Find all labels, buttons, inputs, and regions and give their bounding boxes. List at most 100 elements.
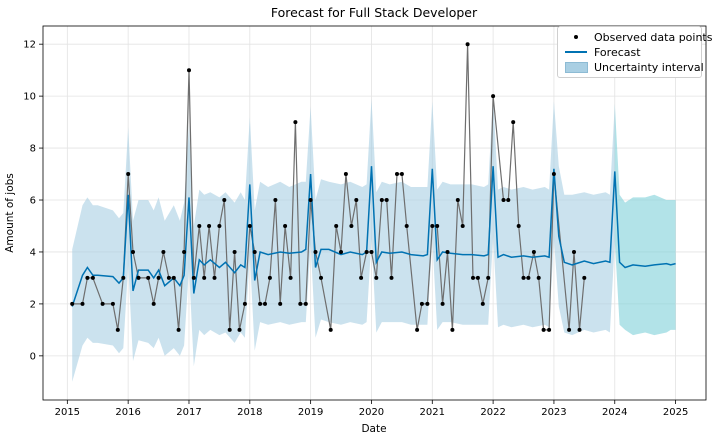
observed-point <box>516 224 521 228</box>
observed-point <box>85 275 90 280</box>
observed-point <box>313 250 318 254</box>
observed-point <box>521 275 526 280</box>
y-tick-label: 12 <box>23 40 36 51</box>
observed-point <box>491 94 496 99</box>
observed-point <box>202 275 207 280</box>
observed-point <box>252 250 257 254</box>
observed-point <box>232 250 237 254</box>
legend-item-forecast: Forecast <box>564 45 641 59</box>
observed-point <box>126 172 131 176</box>
observed-point <box>551 172 556 176</box>
observed-point <box>328 327 333 332</box>
observed-point <box>166 275 171 280</box>
observed-point <box>146 275 151 280</box>
observed-point <box>501 198 506 202</box>
observed-point <box>263 301 267 306</box>
observed-point <box>415 327 420 332</box>
observed-point <box>531 250 536 254</box>
observed-point <box>572 250 576 254</box>
x-tick-label: 2020 <box>359 407 384 418</box>
observed-point <box>267 275 272 280</box>
observed-point <box>374 275 379 280</box>
x-tick-label: 2021 <box>420 407 445 418</box>
x-tick-label: 2017 <box>176 407 201 418</box>
legend: Observed data points Forecast Uncertaint… <box>557 26 712 78</box>
observed-point <box>471 275 475 280</box>
observed-point <box>100 301 105 306</box>
observed-point <box>511 120 516 125</box>
y-tick-label: 0 <box>30 351 36 362</box>
x-tick-label: 2018 <box>237 407 262 418</box>
x-axis-ticks: 2015 2016 2017 2018 2019 2020 2021 2022 2023 2024… <box>55 400 688 418</box>
observed-point <box>334 224 339 228</box>
uncertainty-area-history <box>72 96 615 382</box>
observed-point <box>480 301 485 306</box>
legend-label-observed: Observed data points <box>594 30 712 44</box>
observed-point <box>182 250 187 254</box>
observed-point <box>354 198 359 202</box>
observed-point <box>258 301 263 306</box>
observed-point <box>121 275 126 280</box>
plot-frame <box>42 25 707 401</box>
observed-point <box>425 301 430 306</box>
observed-point <box>541 327 546 332</box>
uncertainty-swatch-icon <box>564 61 588 73</box>
observed-point <box>115 327 120 332</box>
forecast-line <box>71 166 676 307</box>
observed-point <box>156 275 161 280</box>
observed-point <box>217 224 222 228</box>
x-tick-label: 2016 <box>115 407 140 418</box>
observed-marker-icon <box>564 31 588 43</box>
observed-point <box>359 275 364 280</box>
y-tick-label: 6 <box>30 196 36 207</box>
observed-point <box>430 224 435 228</box>
observed-point <box>288 275 293 280</box>
observed-point <box>455 198 460 202</box>
uncertainty-area-future <box>614 103 676 336</box>
observed-point <box>207 224 212 228</box>
observed-point <box>343 172 348 176</box>
observed-point <box>227 327 232 332</box>
observed-point <box>577 327 582 332</box>
observed-point <box>379 198 384 202</box>
observed-point <box>273 198 278 202</box>
observed-point <box>70 301 75 306</box>
legend-label-uncertainty: Uncertainty interval <box>594 60 704 74</box>
observed-point <box>364 250 369 254</box>
x-tick-label: 2022 <box>480 407 505 418</box>
chart-title: Forecast for Full Stack Developer <box>271 5 478 20</box>
observed-point <box>389 275 394 280</box>
observed-point <box>191 275 196 280</box>
observed-point <box>506 198 511 202</box>
observed-point <box>308 198 313 202</box>
observed-point <box>242 301 247 306</box>
x-tick-label: 2023 <box>541 407 566 418</box>
observed-point <box>278 301 283 306</box>
y-tick-label: 4 <box>30 247 36 258</box>
observed-point <box>197 224 202 228</box>
y-tick-label: 2 <box>30 299 36 310</box>
observed-points <box>70 42 587 332</box>
uncertainty-band <box>72 96 676 382</box>
observed-point <box>419 301 424 306</box>
observed-point <box>460 224 465 228</box>
observed-point <box>283 224 288 228</box>
observed-point <box>465 42 470 47</box>
forecast-line-icon <box>564 46 588 58</box>
observed-point <box>298 301 303 306</box>
observed-point <box>161 250 166 254</box>
observed-point <box>435 224 440 228</box>
observed-point <box>212 275 217 280</box>
observed-point <box>319 275 323 280</box>
observed-point <box>404 224 409 228</box>
observed-point <box>176 327 181 332</box>
x-tick-label: 2019 <box>298 407 323 418</box>
y-axis-label: Amount of jobs <box>4 173 16 253</box>
x-tick-label: 2024 <box>602 407 627 418</box>
observed-point <box>384 198 389 202</box>
observed-point <box>349 224 354 228</box>
legend-item-uncertainty: Uncertainty interval <box>564 60 704 74</box>
observed-point <box>222 198 227 202</box>
observed-point <box>399 172 404 176</box>
